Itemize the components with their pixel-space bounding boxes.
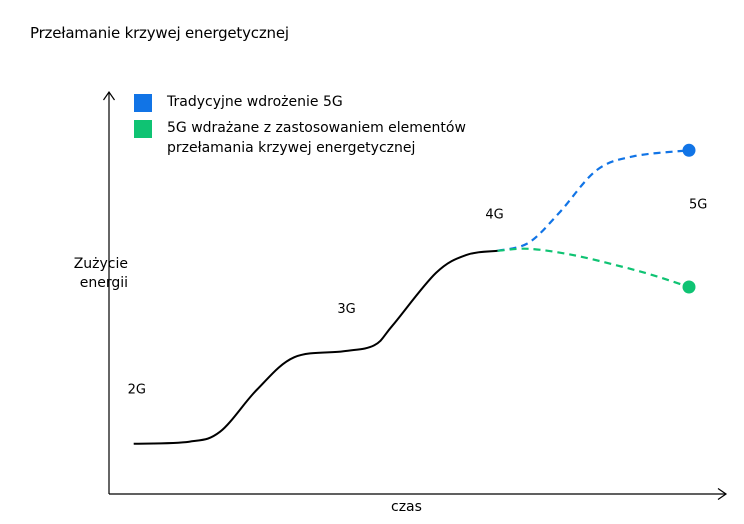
series-line-efficient-5g [497, 247, 690, 289]
series-layer [133, 149, 690, 445]
legend-item-efficient-5g: 5G wdrażane z zastosowaniem elementów pr… [134, 118, 466, 158]
y-axis-label: Zużycie energii [73, 256, 128, 291]
generation-labels: 2G 3G 4G 5G [128, 198, 708, 398]
generation-label-5g: 5G [689, 198, 707, 213]
x-axis-arrow [717, 488, 728, 500]
generation-label-3g: 3G [337, 302, 355, 317]
endpoint-marker-efficient-5g [682, 280, 696, 294]
x-axis-label: czas [391, 499, 422, 515]
legend-label-efficient-5g: 5G wdrażane z zastosowaniem elementów pr… [167, 120, 466, 156]
series-line-traditional-5g [497, 149, 690, 252]
legend-swatch-blue [134, 94, 152, 112]
generation-label-4g: 4G [485, 208, 503, 223]
chart-title: Przełamanie krzywej energetycznej [30, 24, 289, 42]
legend-item-traditional-5g: Tradycyjne wdrożenie 5G [134, 92, 466, 112]
endpoint-markers [682, 143, 696, 294]
generation-label-2g: 2G [128, 383, 146, 398]
series-line-generations [133, 249, 498, 445]
legend-swatch-green [134, 120, 152, 138]
endpoint-marker-traditional-5g [682, 143, 696, 157]
axes [103, 90, 728, 500]
legend: Tradycyjne wdrożenie 5G 5G wdrażane z za… [134, 92, 466, 164]
y-axis-arrow [103, 90, 115, 101]
legend-label-traditional-5g: Tradycyjne wdrożenie 5G [167, 94, 343, 110]
